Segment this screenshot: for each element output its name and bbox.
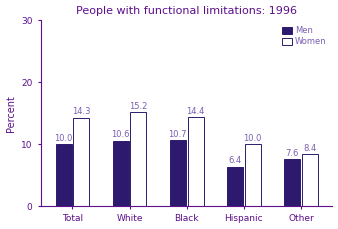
- Bar: [284, 159, 300, 206]
- Bar: [130, 112, 146, 206]
- Text: 10.0: 10.0: [54, 134, 73, 143]
- Text: 10.7: 10.7: [169, 130, 187, 139]
- Legend: Men, Women: Men, Women: [280, 25, 328, 48]
- Bar: [113, 141, 129, 206]
- Text: 10.0: 10.0: [243, 134, 262, 143]
- Text: 14.4: 14.4: [186, 107, 205, 116]
- Text: 7.6: 7.6: [286, 149, 299, 158]
- Bar: [55, 144, 72, 206]
- Bar: [245, 144, 261, 206]
- Bar: [227, 166, 243, 206]
- Bar: [302, 154, 318, 206]
- Bar: [170, 140, 186, 206]
- Title: People with functional limitations: 1996: People with functional limitations: 1996: [76, 5, 297, 16]
- Text: 6.4: 6.4: [228, 156, 242, 165]
- Bar: [73, 118, 89, 206]
- Text: 10.6: 10.6: [112, 130, 130, 139]
- Text: 8.4: 8.4: [303, 144, 316, 153]
- Text: 14.3: 14.3: [72, 107, 91, 116]
- Text: 15.2: 15.2: [129, 102, 148, 111]
- Bar: [188, 117, 203, 206]
- Y-axis label: Percent: Percent: [5, 95, 16, 132]
